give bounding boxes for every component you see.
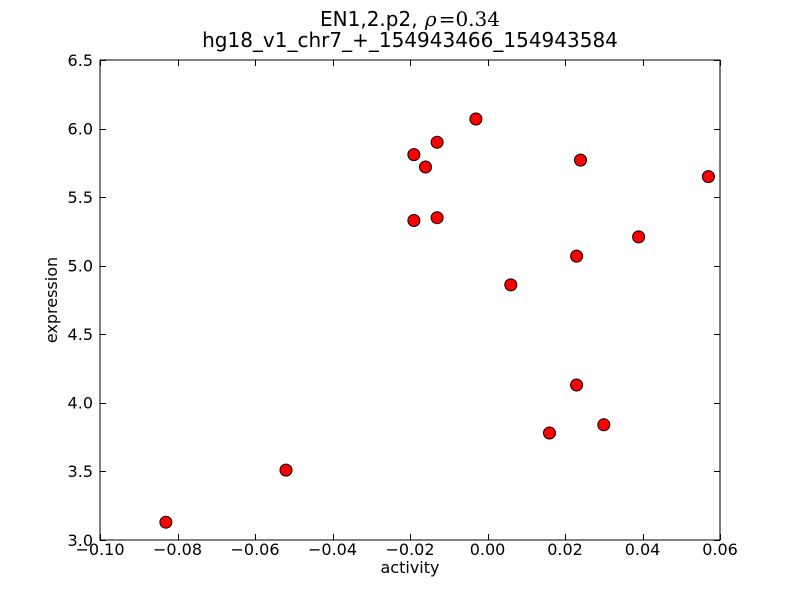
data-point — [632, 230, 646, 244]
data-point — [279, 463, 293, 477]
rho-symbol: ρ — [424, 7, 437, 31]
data-point — [570, 249, 584, 263]
y-tick-label: 3.5 — [68, 462, 93, 481]
y-tick-label: 4.5 — [68, 325, 93, 344]
data-point — [430, 211, 444, 225]
data-point — [701, 170, 715, 184]
y-tick-label: 3.0 — [68, 531, 93, 550]
x-tick-label: 0.02 — [547, 540, 583, 559]
data-point — [469, 112, 483, 126]
data-point — [543, 426, 556, 440]
y-tick-label: 5.5 — [68, 188, 93, 207]
x-tick-label: 0.06 — [702, 540, 738, 559]
data-point — [597, 418, 611, 432]
tick-labels: −0.10 −0.08 −0.06 −0.04 −0.02 0.00 0.02 0.04 0.0… — [68, 51, 738, 559]
data-point — [504, 278, 518, 292]
x-tick-label: 0.04 — [625, 540, 661, 559]
data-point — [419, 160, 432, 174]
x-tick-label: −0.02 — [385, 540, 434, 559]
chart-title: EN1,2.p2, ρ =0.34 hg18_v1_chr7_+_15494346… — [100, 9, 720, 51]
data-point — [430, 135, 444, 149]
data-point — [159, 515, 173, 529]
data-points — [159, 112, 715, 529]
x-axis-label: activity — [380, 558, 440, 577]
plot-frame — [99, 59, 721, 541]
chart-subtitle: hg18_v1_chr7_+_154943466_154943584 — [202, 28, 618, 52]
y-tick-label: 4.0 — [68, 394, 93, 413]
y-tick-label: 6.0 — [68, 119, 93, 138]
chart-title-line1: EN1,2.p2, ρ =0.34 — [100, 9, 720, 30]
x-tick-label: 0.00 — [470, 540, 506, 559]
x-tick-label: −0.04 — [308, 540, 357, 559]
y-tick-label: 6.5 — [68, 51, 93, 70]
data-point — [574, 153, 587, 167]
data-point — [407, 148, 421, 162]
data-point — [407, 214, 421, 227]
y-tick-label: 5.0 — [68, 257, 93, 276]
x-tick-label: −0.08 — [153, 540, 202, 559]
axis-ticks — [100, 60, 721, 541]
rho-value: =0.34 — [438, 7, 500, 31]
title-text: EN1,2.p2, — [320, 7, 424, 31]
y-axis-label: expression — [42, 256, 61, 344]
x-tick-label: −0.10 — [75, 540, 124, 559]
x-tick-label: −0.06 — [230, 540, 279, 559]
data-point — [570, 378, 584, 392]
